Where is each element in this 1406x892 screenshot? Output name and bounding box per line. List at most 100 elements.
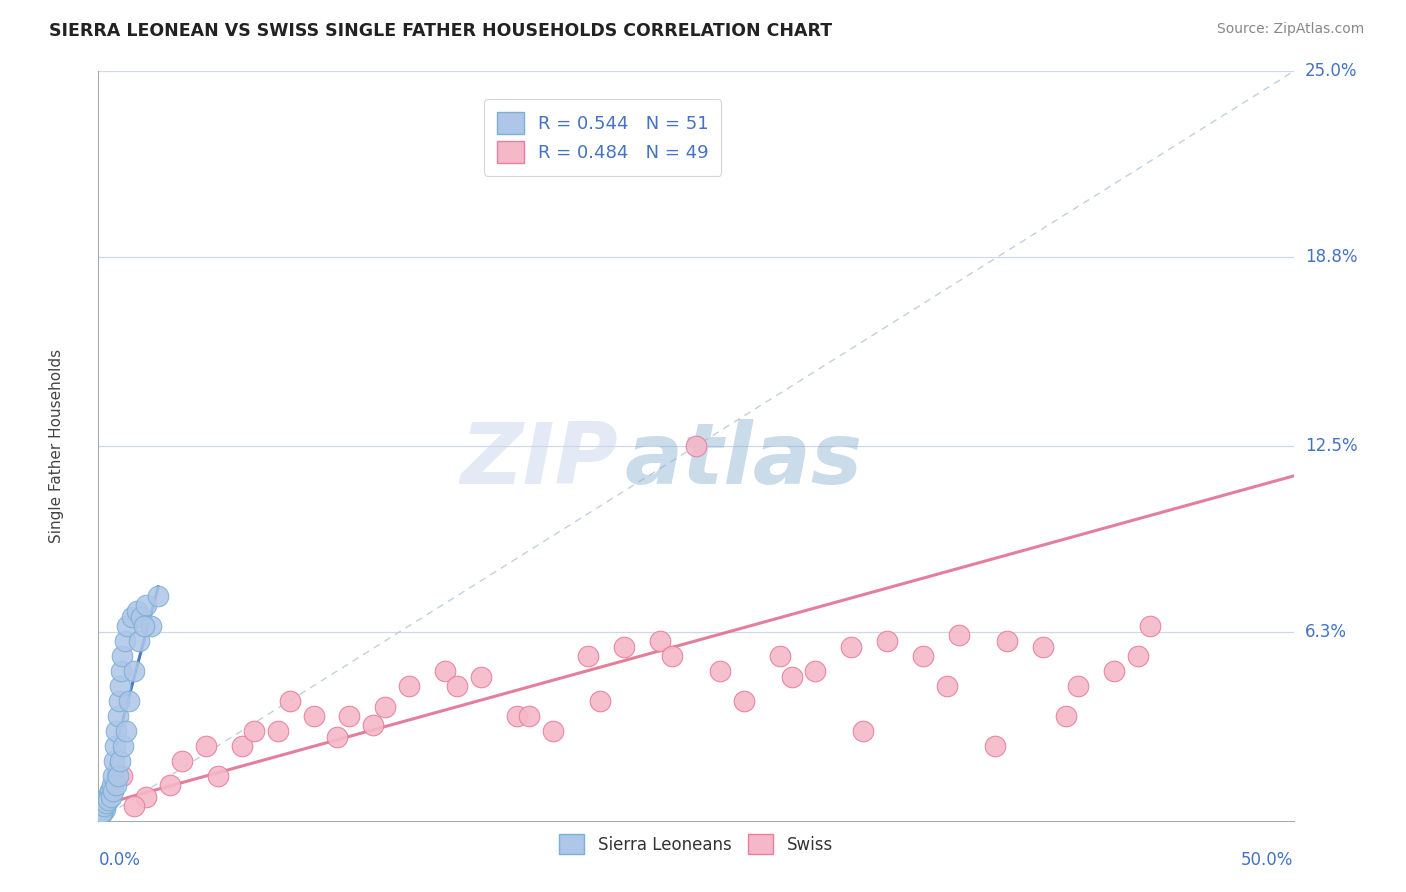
Point <box>104 739 127 753</box>
Point <box>709 664 731 678</box>
Point <box>132 619 155 633</box>
Point <box>107 694 129 708</box>
Point <box>172 754 194 768</box>
Point <box>108 679 131 693</box>
Point <box>124 664 146 678</box>
Point <box>89 805 111 819</box>
Point <box>363 717 385 731</box>
Point <box>135 598 157 612</box>
Point <box>110 754 132 768</box>
Point <box>125 604 148 618</box>
Point <box>804 664 827 678</box>
Point <box>121 610 143 624</box>
Point <box>104 778 127 792</box>
Point <box>93 796 115 810</box>
Point <box>91 805 114 819</box>
Point <box>98 783 122 797</box>
Point <box>103 783 125 797</box>
Point <box>195 739 218 753</box>
Point <box>912 648 935 663</box>
Point <box>111 769 134 783</box>
Point <box>91 798 114 813</box>
Point <box>131 610 153 624</box>
Point <box>91 805 114 819</box>
Point <box>97 792 120 806</box>
Point <box>398 679 420 693</box>
Point <box>111 648 134 663</box>
Point <box>613 640 636 654</box>
Point <box>110 664 132 678</box>
Point <box>876 633 898 648</box>
Point <box>434 664 457 678</box>
Point <box>1032 640 1054 654</box>
Point <box>1139 619 1161 633</box>
Text: 18.8%: 18.8% <box>1305 248 1357 266</box>
Text: 50.0%: 50.0% <box>1241 851 1294 869</box>
Point <box>685 439 707 453</box>
Point <box>128 633 150 648</box>
Point <box>118 694 141 708</box>
Point <box>148 589 170 603</box>
Point <box>93 798 115 813</box>
Point <box>94 796 117 810</box>
Point <box>98 787 121 801</box>
Point <box>159 778 181 792</box>
Point <box>506 708 529 723</box>
Point <box>90 805 112 819</box>
Point <box>135 789 157 804</box>
Point <box>91 802 114 816</box>
Text: 25.0%: 25.0% <box>1305 62 1357 80</box>
Point <box>105 723 128 738</box>
Text: atlas: atlas <box>624 419 862 502</box>
Point <box>115 723 138 738</box>
Point <box>650 633 672 648</box>
Point <box>115 619 138 633</box>
Point <box>1128 648 1150 663</box>
Text: Source: ZipAtlas.com: Source: ZipAtlas.com <box>1216 22 1364 37</box>
Point <box>100 789 122 804</box>
Point <box>89 807 111 822</box>
Text: 12.5%: 12.5% <box>1305 437 1357 455</box>
Text: SIERRA LEONEAN VS SWISS SINGLE FATHER HOUSEHOLDS CORRELATION CHART: SIERRA LEONEAN VS SWISS SINGLE FATHER HO… <box>49 22 832 40</box>
Point <box>90 802 112 816</box>
Point <box>243 723 266 738</box>
Point <box>89 807 111 822</box>
Point <box>93 798 115 813</box>
Text: ZIP: ZIP <box>461 419 619 502</box>
Point <box>841 640 863 654</box>
Point <box>278 694 301 708</box>
Point <box>780 670 803 684</box>
Point <box>100 778 122 792</box>
Point <box>101 769 124 783</box>
Point <box>90 802 112 816</box>
Point <box>326 730 349 744</box>
Point <box>103 754 125 768</box>
Point <box>936 679 959 693</box>
Point <box>139 619 162 633</box>
Point <box>1104 664 1126 678</box>
Point <box>733 694 755 708</box>
Point <box>948 628 970 642</box>
Point <box>1067 679 1090 693</box>
Point <box>111 739 134 753</box>
Point <box>107 708 129 723</box>
Point <box>1056 708 1078 723</box>
Point <box>124 798 146 813</box>
Point <box>661 648 683 663</box>
Point <box>589 694 612 708</box>
Point <box>267 723 290 738</box>
Point <box>97 792 120 806</box>
Point <box>90 798 112 813</box>
Point <box>995 633 1018 648</box>
Point <box>339 708 361 723</box>
Point <box>98 783 122 797</box>
Point <box>231 739 253 753</box>
Point <box>207 769 229 783</box>
Point <box>517 708 540 723</box>
Point <box>470 670 492 684</box>
Point <box>769 648 792 663</box>
Point <box>94 802 117 816</box>
Text: 6.3%: 6.3% <box>1305 623 1347 640</box>
Point <box>852 723 875 738</box>
Point <box>107 769 129 783</box>
